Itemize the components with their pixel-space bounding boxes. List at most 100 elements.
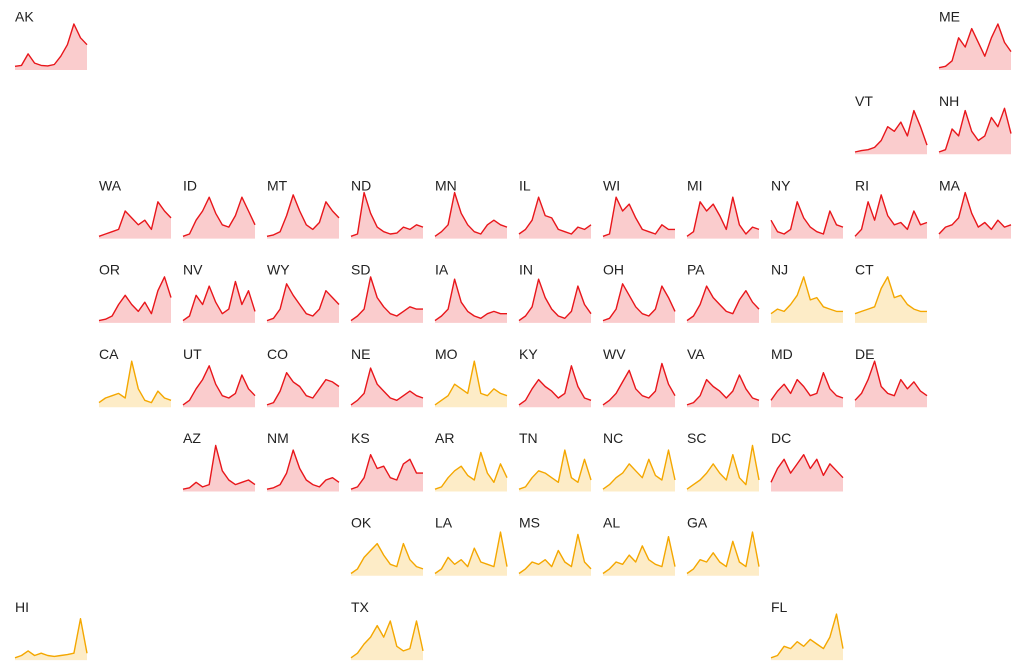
- state-label: MS: [519, 515, 540, 531]
- line: [518, 533, 592, 575]
- line: [182, 444, 256, 490]
- area: [855, 194, 927, 239]
- state-label: ME: [939, 9, 960, 25]
- state-label: OK: [351, 515, 372, 531]
- state-label: MA: [939, 177, 961, 193]
- state-label: AR: [435, 430, 454, 446]
- line: [182, 280, 256, 322]
- line: [266, 283, 340, 322]
- state-label: NY: [771, 177, 791, 193]
- area: [687, 286, 759, 323]
- state-label: MN: [435, 177, 457, 193]
- state-label: CO: [267, 346, 288, 362]
- line: [98, 360, 172, 404]
- area: [603, 197, 675, 239]
- line: [686, 531, 760, 575]
- state-label: TN: [519, 430, 538, 446]
- state-label: FL: [771, 599, 788, 615]
- state-label: RI: [855, 177, 869, 193]
- area: [183, 365, 255, 408]
- state-label: PA: [687, 262, 705, 278]
- state-label: SC: [687, 430, 706, 446]
- area: [183, 197, 255, 239]
- line: [770, 613, 844, 659]
- state-label: MT: [267, 177, 288, 193]
- area: [519, 365, 591, 408]
- state-label: ID: [183, 177, 197, 193]
- state-label: CA: [99, 346, 119, 362]
- area: [519, 534, 591, 576]
- line: [686, 285, 760, 322]
- area: [267, 450, 339, 492]
- line: [350, 620, 424, 659]
- area: [603, 363, 675, 408]
- area: [351, 368, 423, 408]
- line: [518, 278, 592, 322]
- area: [99, 201, 171, 239]
- line: [854, 276, 927, 315]
- state-label: VT: [855, 93, 873, 109]
- state-label: VA: [687, 346, 705, 362]
- state-label: KY: [519, 346, 538, 362]
- state-label: MD: [771, 346, 793, 362]
- line: [350, 191, 424, 237]
- area: [855, 361, 927, 408]
- line: [602, 362, 676, 406]
- area: [603, 536, 675, 576]
- state-label: SD: [351, 262, 370, 278]
- area: [771, 614, 843, 661]
- state-label: LA: [435, 515, 453, 531]
- state-label: TX: [351, 599, 370, 615]
- line: [14, 618, 88, 659]
- line: [182, 365, 256, 406]
- line: [770, 372, 844, 401]
- area: [435, 192, 507, 239]
- state-label: AZ: [183, 430, 201, 446]
- line: [434, 531, 508, 575]
- area: [687, 532, 759, 576]
- line: [98, 201, 172, 237]
- state-label: AK: [15, 9, 34, 25]
- area: [15, 24, 87, 70]
- area: [351, 276, 423, 323]
- line: [938, 107, 1012, 153]
- area: [771, 276, 843, 323]
- line: [434, 278, 507, 322]
- line: [518, 196, 592, 235]
- state-label: NE: [351, 346, 370, 362]
- area: [519, 450, 591, 492]
- area: [435, 452, 507, 492]
- line: [266, 194, 340, 237]
- line: [854, 194, 928, 237]
- area: [435, 361, 507, 408]
- area: [351, 543, 423, 576]
- area: [603, 450, 675, 492]
- state-label: KS: [351, 430, 370, 446]
- line: [602, 536, 676, 575]
- state-label: NV: [183, 262, 203, 278]
- area: [603, 283, 675, 323]
- line: [98, 276, 172, 322]
- line: [770, 201, 844, 235]
- line: [686, 196, 760, 237]
- area: [855, 276, 927, 323]
- area: [267, 372, 339, 408]
- state-label: IN: [519, 262, 533, 278]
- line: [350, 454, 423, 490]
- line: [350, 276, 423, 322]
- line: [350, 367, 424, 406]
- line: [686, 374, 760, 406]
- state-label: UT: [183, 346, 202, 362]
- line: [854, 360, 928, 401]
- area: [99, 361, 171, 408]
- state-label: GA: [687, 515, 708, 531]
- state-label: WV: [603, 346, 626, 362]
- state-label: NJ: [771, 262, 788, 278]
- area: [99, 276, 171, 323]
- line: [182, 196, 256, 237]
- line: [770, 276, 843, 315]
- line: [518, 449, 592, 490]
- line: [602, 283, 676, 322]
- area: [183, 281, 255, 323]
